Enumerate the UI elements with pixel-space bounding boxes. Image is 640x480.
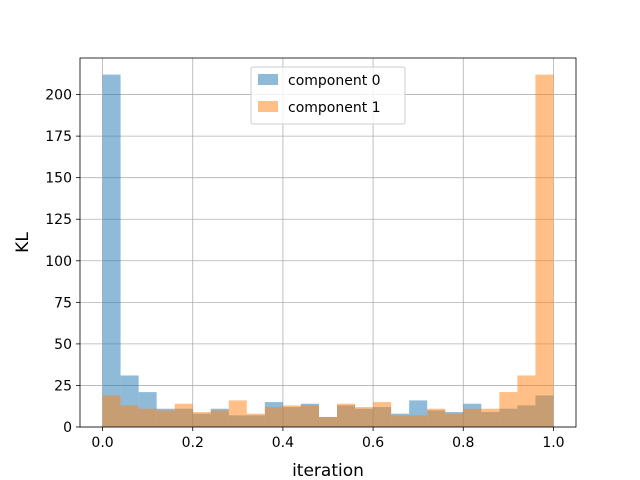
axis-ticks: 0.0 0.2 0.4 0.6 0.8 1.0 0 25 50 75 100 125 150 175 200: [45, 88, 564, 451]
bar-series-1: [535, 74, 554, 428]
legend-label-component-0: component 0: [288, 73, 381, 89]
x-tick-label: 1.0: [542, 435, 564, 451]
bar-series-1: [355, 407, 374, 427]
y-tick-label: 100: [45, 254, 72, 270]
bar-series-1: [210, 410, 229, 427]
bar-series-1: [174, 403, 193, 427]
bar-series-1: [337, 403, 356, 427]
bar-series-1: [246, 413, 265, 427]
x-tick-label: 0.4: [272, 435, 294, 451]
x-tick-label: 0.8: [452, 435, 474, 451]
bar-series-1: [445, 413, 464, 427]
plot-frame: [79, 57, 577, 428]
bar-series-1: [300, 405, 319, 427]
x-tick-label: 0.0: [91, 435, 113, 451]
bar-series-1: [373, 402, 392, 427]
y-tick-label: 75: [54, 295, 72, 311]
x-tick-label: 0.6: [362, 435, 384, 451]
bar-series-1: [102, 395, 121, 427]
bar-series-1: [228, 400, 247, 427]
legend-swatch-component-0: [258, 74, 278, 85]
bar-series-1: [282, 405, 301, 427]
y-tick-label: 200: [45, 88, 72, 104]
legend-label-component-1: component 1: [288, 100, 381, 116]
x-axis-label: iteration: [292, 461, 364, 480]
bar-series-1: [192, 412, 211, 427]
y-tick-label: 150: [45, 171, 72, 187]
y-axis-label: KL: [13, 232, 33, 253]
bar-series-1: [517, 375, 536, 427]
legend: component 0 component 1: [250, 66, 406, 125]
bar-series-1: [264, 407, 283, 427]
y-tick-label: 0: [63, 420, 72, 436]
bar-series-0: [102, 74, 121, 428]
x-tick-label: 0.2: [182, 435, 204, 451]
bar-series-1: [481, 408, 500, 427]
bar-series-1: [156, 410, 175, 427]
bar-series-1: [409, 415, 428, 427]
y-tick-label: 175: [45, 129, 72, 145]
bar-series-1: [391, 415, 410, 427]
histogram-bars: [102, 74, 554, 428]
bar-series-1: [463, 408, 482, 427]
bar-series-1: [427, 408, 446, 427]
y-tick-label: 25: [54, 378, 72, 394]
bar-series-1: [499, 392, 518, 427]
legend-swatch-component-1: [258, 101, 278, 112]
y-tick-label: 50: [54, 337, 72, 353]
y-tick-label: 125: [45, 212, 72, 228]
bar-series-1: [138, 408, 157, 427]
legend-box: [250, 66, 406, 125]
bar-series-1: [318, 417, 338, 427]
bar-series-1: [120, 405, 139, 427]
